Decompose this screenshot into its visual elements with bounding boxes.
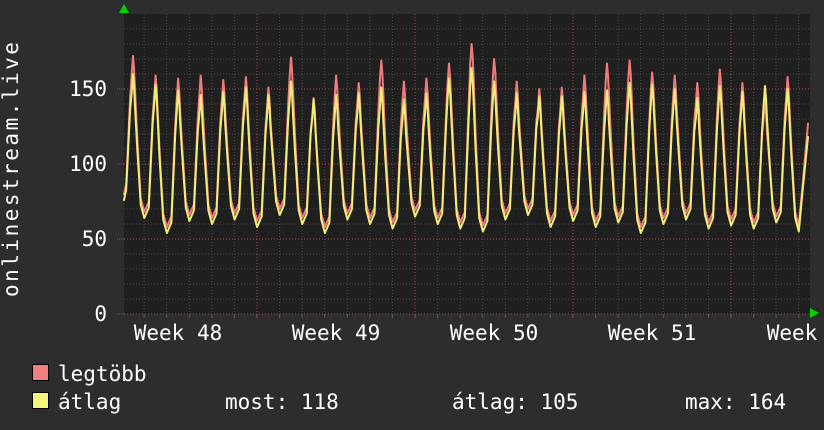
legend-swatch-atlag: [32, 392, 49, 409]
legend-label-legtobb: legtöbb: [58, 362, 147, 386]
y-tick-0: 0: [94, 302, 107, 326]
stat-max: max: 164: [685, 390, 787, 414]
y-tick-150: 150: [69, 77, 107, 101]
stat-atlag: átlag: 105: [452, 390, 579, 414]
x-tick-week-49: Week 49: [291, 321, 381, 345]
legend-label-atlag: átlag: [58, 390, 122, 414]
x-tick-week-50: Week 50: [449, 321, 539, 345]
series-line-atlag: [123, 67, 809, 234]
x-tick-week-52: Week: [766, 321, 818, 345]
legend-swatch-legtobb: [32, 364, 49, 381]
x-tick-week-48: Week 48: [133, 321, 223, 345]
axis-arrow-up-icon: [119, 4, 129, 13]
y-tick-50: 50: [81, 227, 107, 251]
stat-most: most: 118: [225, 390, 339, 414]
y-tick-100: 100: [69, 152, 107, 176]
x-tick-week-51: Week 51: [607, 321, 697, 345]
chart-plot-area: [117, 14, 810, 318]
axis-arrow-right-icon: [810, 308, 819, 318]
